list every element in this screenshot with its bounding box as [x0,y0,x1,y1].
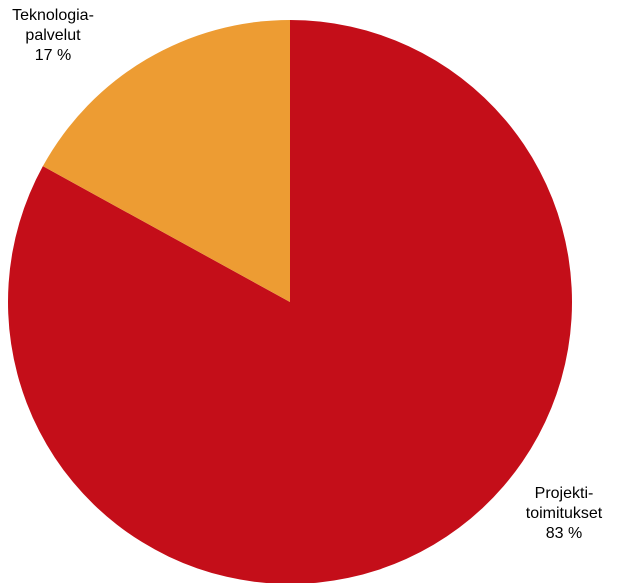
slice-label-teknologiapalvelut: Teknologia- palvelut 17 % [8,6,98,66]
slice-label-projektitoimitukset: Projekti- toimitukset 83 % [508,484,620,544]
slice-value-label: 83 % [545,525,583,542]
pie-slice-1 [42,19,290,302]
pie-slice-0 [8,20,572,583]
slice-label-line: Teknologia- [12,7,94,24]
slice-label-line: Projekti- [534,485,594,502]
slice-label-line: palvelut [25,27,81,44]
slice-value-label: 17 % [34,47,72,64]
slice-label-line: toimitukset [525,505,603,522]
